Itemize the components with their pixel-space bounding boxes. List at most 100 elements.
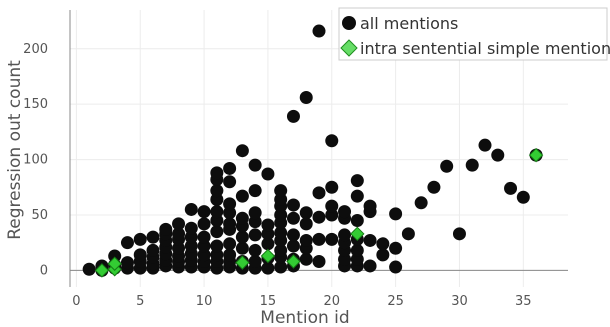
data-point-all-mentions <box>478 138 492 152</box>
data-point-all-mentions <box>210 239 224 253</box>
data-point-all-mentions <box>261 218 275 232</box>
data-point-all-mentions <box>299 233 313 247</box>
data-point-all-mentions <box>223 161 237 175</box>
data-point-all-mentions <box>235 230 249 244</box>
data-point-all-mentions <box>248 184 262 198</box>
data-point-intra-sentential <box>350 226 365 242</box>
data-point-all-mentions <box>299 91 313 105</box>
data-point-all-mentions <box>465 158 479 172</box>
data-point-all-mentions <box>325 134 339 148</box>
data-point-all-mentions <box>325 199 339 213</box>
data-point-intra-sentential <box>528 147 544 163</box>
data-point-all-mentions <box>133 232 147 246</box>
data-point-all-mentions <box>197 217 211 231</box>
x-tick-label: 20 <box>323 294 340 309</box>
data-point-all-mentions <box>299 252 313 266</box>
data-point-all-mentions <box>261 167 275 181</box>
data-point-all-mentions <box>184 202 198 216</box>
data-point-all-mentions <box>172 217 186 231</box>
data-point-all-mentions <box>197 205 211 219</box>
data-point-all-mentions <box>414 196 428 210</box>
data-point-all-mentions <box>286 198 300 212</box>
data-point-all-mentions <box>312 186 326 200</box>
data-point-all-mentions <box>223 248 237 262</box>
legend-label-all-mentions: all mentions <box>360 14 458 33</box>
legend-label-intra-sentential: intra sentential simple mentions <box>360 39 610 58</box>
data-point-all-mentions <box>223 217 237 231</box>
data-point-all-mentions <box>286 109 300 123</box>
x-tick-label: 0 <box>72 294 80 309</box>
data-point-intra-sentential <box>107 256 122 271</box>
data-point-all-mentions <box>184 221 198 235</box>
data-point-all-mentions <box>172 227 186 241</box>
data-point-all-mentions <box>299 217 313 231</box>
data-point-all-mentions <box>248 158 262 172</box>
data-point-all-mentions <box>350 214 364 228</box>
data-point-all-mentions <box>159 222 173 236</box>
x-tick-label: 30 <box>451 294 468 309</box>
data-point-all-mentions <box>286 228 300 242</box>
data-point-all-mentions <box>210 205 224 219</box>
data-point-all-mentions <box>108 249 122 263</box>
data-point-all-mentions <box>338 228 352 242</box>
data-point-all-mentions <box>389 207 403 221</box>
data-point-all-mentions <box>401 227 415 241</box>
data-point-all-mentions <box>286 239 300 253</box>
data-point-all-mentions <box>235 211 249 225</box>
data-point-all-mentions <box>261 237 275 251</box>
x-tick-label: 10 <box>196 294 213 309</box>
data-point-all-mentions <box>223 175 237 189</box>
data-point-all-mentions <box>363 259 377 273</box>
data-point-intra-sentential <box>286 254 301 269</box>
data-point-all-mentions <box>338 205 352 219</box>
data-point-all-mentions <box>312 255 326 269</box>
x-axis-title: Mention id <box>260 308 349 327</box>
data-point-all-mentions <box>235 189 249 203</box>
data-point-all-mentions <box>223 197 237 211</box>
series-intra-sentential-simple-mentions <box>94 147 544 278</box>
y-tick-label: 200 <box>23 42 48 57</box>
data-point-all-mentions <box>325 232 339 246</box>
data-point-all-mentions <box>440 159 454 173</box>
data-point-all-mentions <box>146 243 160 257</box>
x-tick-labels: 0 5 10 15 20 25 30 35 <box>72 294 531 309</box>
y-tick-label: 0 <box>40 263 48 278</box>
data-point-all-mentions <box>504 181 518 195</box>
data-point-all-mentions <box>248 206 262 220</box>
data-point-all-mentions <box>248 255 262 269</box>
data-point-intra-sentential <box>260 248 276 264</box>
y-tick-label: 50 <box>31 208 48 223</box>
data-point-all-mentions <box>274 226 288 240</box>
data-point-all-mentions <box>261 261 275 275</box>
data-point-all-mentions <box>427 180 441 194</box>
data-point-all-mentions <box>350 189 364 203</box>
data-point-all-mentions <box>350 243 364 257</box>
data-point-all-mentions <box>516 190 530 204</box>
data-point-all-mentions <box>274 243 288 257</box>
data-point-all-mentions <box>350 174 364 188</box>
data-point-all-mentions <box>312 24 326 38</box>
data-point-all-mentions <box>197 230 211 244</box>
y-axis-title: Regression out count <box>5 60 25 240</box>
x-tick-label: 15 <box>260 294 277 309</box>
legend-marker-intra-sentential <box>340 39 358 57</box>
data-point-all-mentions <box>120 256 134 270</box>
data-point-all-mentions <box>133 248 147 262</box>
data-point-all-mentions <box>235 241 249 255</box>
data-point-all-mentions <box>248 243 262 257</box>
data-point-all-mentions <box>491 148 505 162</box>
data-point-all-mentions <box>210 166 224 180</box>
data-point-intra-sentential <box>235 255 250 270</box>
data-point-all-mentions <box>274 184 288 198</box>
data-point-all-mentions <box>210 225 224 239</box>
x-tick-label: 25 <box>387 294 404 309</box>
data-point-all-mentions <box>363 199 377 213</box>
data-point-all-mentions <box>452 227 466 241</box>
data-point-all-mentions <box>248 228 262 242</box>
data-point-all-mentions <box>389 260 403 274</box>
data-point-all-mentions <box>210 184 224 198</box>
series-all-mentions <box>82 24 543 277</box>
data-point-all-mentions <box>363 233 377 247</box>
data-point-all-mentions <box>274 260 288 274</box>
